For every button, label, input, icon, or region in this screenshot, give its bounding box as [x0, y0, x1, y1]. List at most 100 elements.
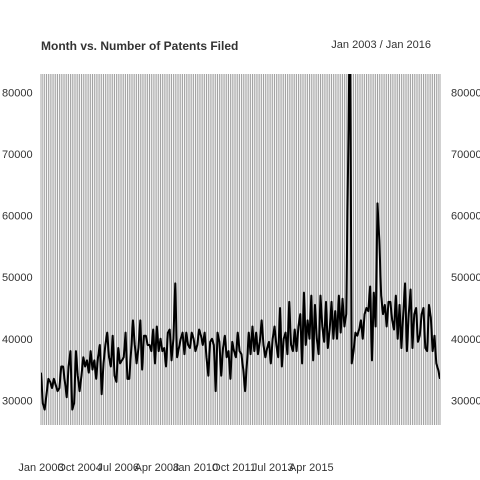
data-point [147, 344, 148, 345]
data-point [171, 360, 172, 361]
data-point [415, 307, 416, 308]
data-point [357, 335, 358, 336]
data-point [268, 341, 269, 342]
data-point [246, 363, 247, 364]
data-point [397, 338, 398, 339]
data-point [375, 326, 376, 327]
data-point [292, 351, 293, 352]
data-point [336, 338, 337, 339]
data-point [154, 363, 155, 364]
data-point [138, 347, 139, 348]
data-point [191, 332, 192, 333]
data-point [232, 341, 233, 342]
data-point [202, 344, 203, 345]
data-point [44, 409, 45, 410]
data-point [349, 12, 350, 13]
data-point [99, 344, 100, 345]
data-point [382, 314, 383, 315]
data-point [233, 351, 234, 352]
data-point [303, 292, 304, 293]
data-point [62, 366, 63, 367]
data-point [325, 301, 326, 302]
data-point [362, 338, 363, 339]
data-point [305, 344, 306, 345]
data-point [180, 338, 181, 339]
data-point [241, 354, 242, 355]
data-point [96, 378, 97, 379]
data-point [210, 341, 211, 342]
data-point [92, 369, 93, 370]
data-point [42, 403, 43, 404]
data-point [290, 344, 291, 345]
data-point [50, 381, 51, 382]
data-point [314, 304, 315, 305]
y-tick-label-right: 70000 [451, 149, 480, 161]
data-point [298, 326, 299, 327]
data-point [301, 363, 302, 364]
data-point [309, 338, 310, 339]
y-tick-label-right: 30000 [451, 395, 480, 407]
data-point [208, 375, 209, 376]
data-point [48, 378, 49, 379]
data-point [206, 357, 207, 358]
data-point [419, 335, 420, 336]
data-point [149, 344, 150, 345]
data-point [403, 314, 404, 315]
data-point [265, 357, 266, 358]
data-point [103, 363, 104, 364]
data-point [215, 391, 216, 392]
data-point [55, 384, 56, 385]
data-point [224, 335, 225, 336]
data-point [393, 329, 394, 330]
data-point [70, 351, 71, 352]
data-point [213, 344, 214, 345]
y-tick-label-right: 60000 [451, 211, 480, 223]
data-point [425, 347, 426, 348]
data-point [143, 335, 144, 336]
data-point [204, 332, 205, 333]
data-point [392, 320, 393, 321]
data-point [381, 295, 382, 296]
data-point [243, 369, 244, 370]
data-point [432, 351, 433, 352]
data-point [85, 366, 86, 367]
data-point [281, 366, 282, 367]
data-point [283, 338, 284, 339]
data-point [351, 363, 352, 364]
data-point [187, 344, 188, 345]
y-tick-label-right: 80000 [451, 87, 480, 99]
data-point [219, 341, 220, 342]
data-point [386, 326, 387, 327]
data-point [121, 360, 122, 361]
data-point [130, 351, 131, 352]
data-point [285, 332, 286, 333]
data-point [270, 363, 271, 364]
data-point [320, 295, 321, 296]
data-point [423, 307, 424, 308]
data-point [153, 329, 154, 330]
data-point [427, 351, 428, 352]
data-point [256, 332, 257, 333]
data-point [81, 375, 82, 376]
data-point [178, 347, 179, 348]
data-point [313, 360, 314, 361]
data-point [118, 347, 119, 348]
data-point [300, 314, 301, 315]
x-tick-label: Oct 2004 [57, 462, 102, 474]
data-point [222, 347, 223, 348]
data-point [408, 314, 409, 315]
data-point [167, 332, 168, 333]
data-point [158, 351, 159, 352]
data-point [112, 335, 113, 336]
x-tick-label: Oct 2011 [212, 462, 256, 474]
data-point [355, 332, 356, 333]
data-point [417, 341, 418, 342]
data-point [289, 301, 290, 302]
data-point [358, 329, 359, 330]
data-point [189, 347, 190, 348]
data-point [184, 354, 185, 355]
data-point [331, 301, 332, 302]
data-point [368, 310, 369, 311]
data-point [114, 375, 115, 376]
